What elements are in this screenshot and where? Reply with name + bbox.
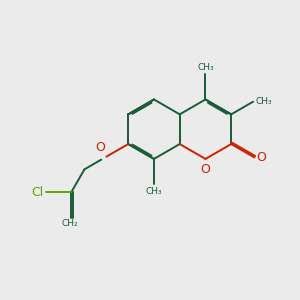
Text: CH₃: CH₃ [255, 97, 272, 106]
Text: CH₃: CH₃ [146, 187, 162, 196]
Text: CH₃: CH₃ [197, 63, 214, 72]
Text: O: O [200, 163, 210, 176]
Text: Cl: Cl [32, 186, 44, 199]
Text: O: O [95, 141, 105, 154]
Text: O: O [257, 151, 267, 164]
Text: CH₂: CH₂ [61, 219, 78, 228]
